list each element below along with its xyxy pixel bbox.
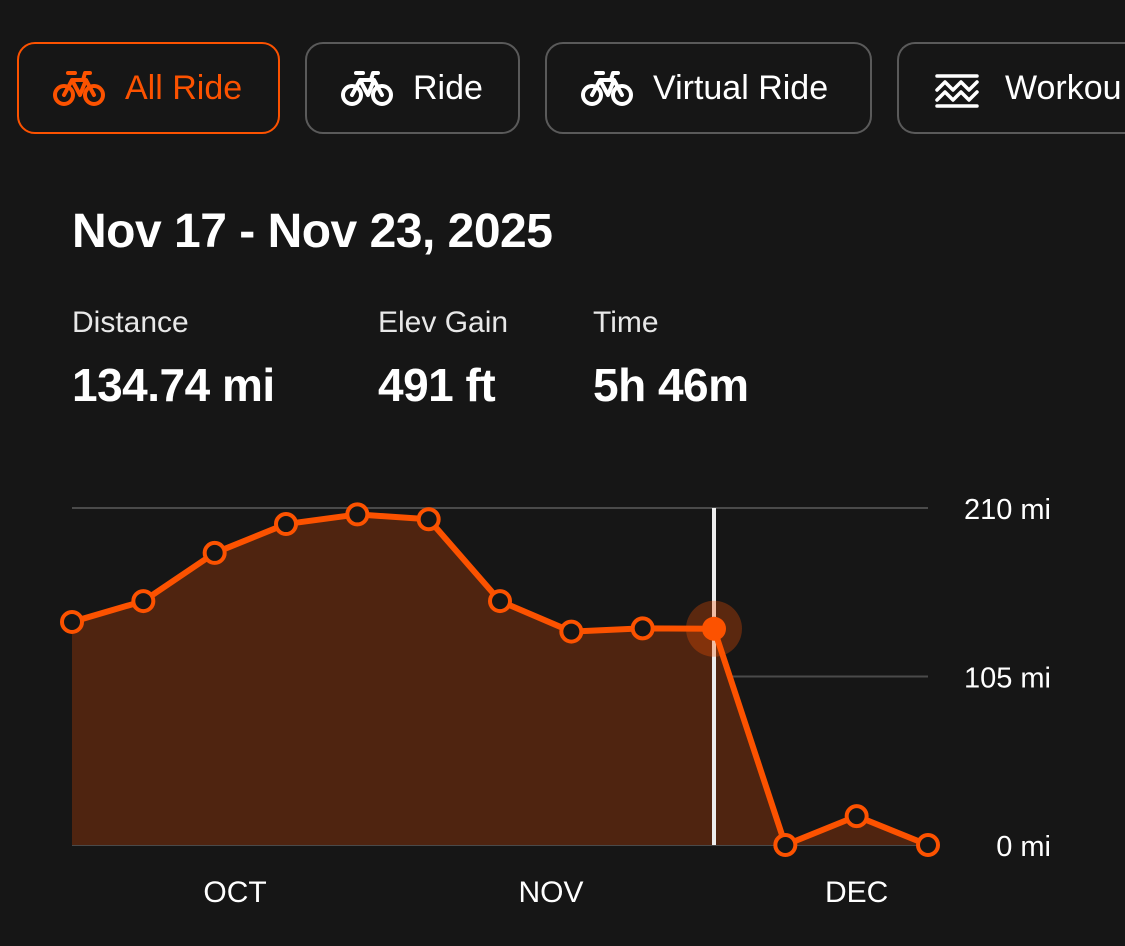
filter-workout-button[interactable]: Workou [897,42,1125,134]
stat-value: 5h 46m [593,359,749,411]
stat-label: Time [593,306,659,339]
stat-value: 134.74 mi [72,359,275,411]
weekly-distance-chart[interactable]: 0 mi 105 mi 210 mi OCT NOV DEC [0,470,1125,946]
bike-icon [581,68,633,108]
data-point [916,833,940,857]
data-point [559,619,584,644]
filter-label: All Ride [125,68,243,107]
filter-virtual-ride-button[interactable]: Virtual Ride [545,42,872,134]
x-tick-label: OCT [203,876,266,909]
y-tick-label: 105 mi [964,663,1051,695]
data-point [274,512,298,537]
filter-all-ride-button[interactable]: All Ride [17,42,280,134]
x-tick-label: DEC [825,876,888,909]
filter-ride-button[interactable]: Ride [305,42,520,134]
data-point [202,540,227,565]
selected-data-point [702,616,726,641]
data-point [416,507,441,532]
stat-label: Distance [72,306,189,339]
data-point [488,589,512,614]
stat-value: 491 ft [378,359,496,411]
workout-waves-icon [933,68,985,108]
y-tick-label: 0 mi [996,831,1051,863]
data-point [345,502,370,527]
stat-elev-gain: Elev Gain 491 ft [378,306,508,412]
data-point [773,833,798,857]
stat-distance: Distance 134.74 mi [72,306,275,412]
filter-label: Virtual Ride [653,68,829,107]
activity-filter-bar: All Ride Ride Virtual Ride Workou [0,0,1125,180]
data-point [844,804,869,829]
data-point [60,609,84,634]
data-point [131,589,156,614]
filter-label: Workou [1005,68,1122,107]
week-range-title: Nov 17 - Nov 23, 2025 [72,205,553,258]
data-point [630,616,655,641]
bike-icon [53,68,105,108]
filter-label: Ride [413,68,483,107]
y-tick-label: 210 mi [964,494,1051,526]
stat-label: Elev Gain [378,306,509,339]
x-tick-label: NOV [518,876,583,909]
stat-time: Time 5h 46m [593,306,749,412]
bike-icon [341,68,393,108]
